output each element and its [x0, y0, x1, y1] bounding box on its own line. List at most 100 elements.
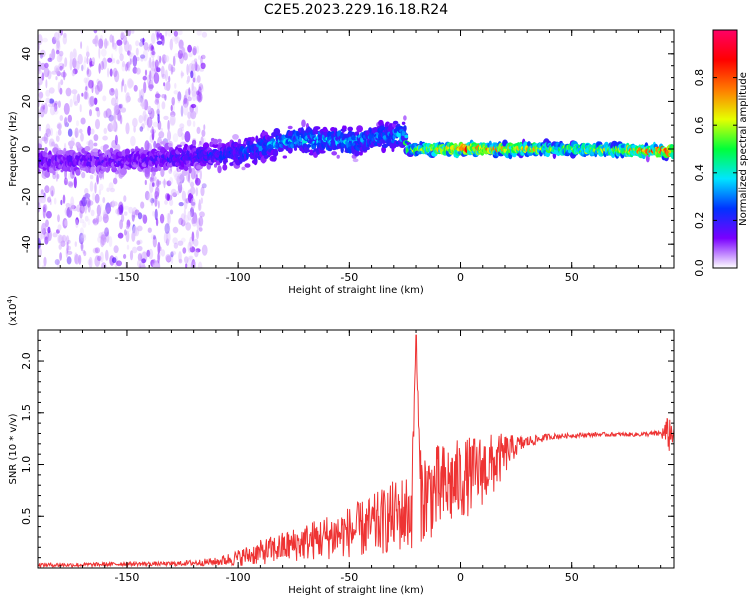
- spectrogram-noise-cell: [180, 213, 186, 225]
- spectrogram-noise-cell: [49, 198, 52, 206]
- spectrogram-noise-cell: [107, 57, 113, 63]
- spectrogram-noise-cell: [64, 57, 68, 68]
- spectrogram-noise-cell: [103, 237, 107, 243]
- spectrogram-ridge-cell: [277, 147, 284, 152]
- spectrogram-noise-cell: [59, 252, 62, 261]
- spectrogram-noise-cell: [170, 250, 177, 256]
- spectrogram-noise-cell: [113, 245, 119, 254]
- spectrogram-noise-cell: [86, 51, 90, 58]
- spectrogram-noise-cell: [187, 96, 192, 102]
- spectrogram-noise-cell: [142, 110, 147, 122]
- spectrogram-noise-cell: [194, 170, 198, 180]
- spectrogram-noise-cell: [116, 260, 122, 267]
- spectrogram-noise-cell: [127, 60, 131, 72]
- spectrogram-noise-cell: [54, 259, 60, 265]
- spectrogram-noise-cell: [123, 83, 127, 93]
- spectrogram-noise-cell: [47, 196, 52, 203]
- spectrogram-noise-cell: [157, 120, 162, 131]
- spectrogram-noise-cell: [150, 67, 156, 79]
- spectrogram-noise-cell: [169, 114, 176, 126]
- spectrogram-noise-cell: [51, 141, 56, 147]
- spectrogram-noise-cell: [93, 30, 98, 34]
- spectrogram-noise-cell: [137, 253, 142, 262]
- spectrogram-noise-cell: [81, 171, 86, 179]
- spectrogram-noise-cell: [121, 79, 125, 87]
- snr-y-multiplier: (x104): [6, 295, 19, 326]
- spectrogram-noise-cell: [63, 177, 68, 186]
- spectrogram-noise-cell: [178, 39, 184, 49]
- spectrogram-ridge-cell: [84, 145, 91, 152]
- spectrogram-noise-cell: [138, 41, 144, 47]
- spectrogram-noise-cell: [144, 190, 150, 201]
- spectrogram-ridge-cell: [77, 143, 81, 148]
- spectrogram-ridge-cell: [91, 148, 99, 153]
- spectrogram-noise-cell: [200, 197, 203, 204]
- spectrogram-noise-cell: [124, 229, 127, 236]
- spectrogram-ridge-cell: [670, 146, 674, 154]
- spectrogram-ridge-cell: [356, 125, 363, 133]
- spectrogram-noise-cell: [57, 214, 60, 223]
- spectrogram-noise-cell: [73, 176, 77, 189]
- spectrogram-noise-cell: [192, 77, 196, 83]
- spectrogram-noise-cell: [190, 186, 196, 195]
- spectrogram-noise-cell: [169, 177, 174, 185]
- spectrogram-noise-cell: [185, 263, 188, 268]
- spectrogram-ridge-cell: [322, 126, 328, 133]
- spectrogram-noise-cell: [157, 55, 160, 61]
- spectrogram-noise-cell: [180, 70, 183, 79]
- spectrogram-noise-cell: [38, 76, 43, 86]
- spectrogram-noise-cell: [196, 94, 199, 101]
- spectrogram-noise-cell: [199, 169, 202, 180]
- spectrogram-noise-cell: [60, 30, 63, 36]
- spectrogram-noise-cell: [157, 200, 160, 209]
- spectrogram-noise-cell: [173, 242, 179, 249]
- spectrogram-noise-cell: [166, 180, 172, 187]
- spectrogram-noise-cell: [127, 50, 131, 56]
- spectrogram-noise-cell: [128, 51, 133, 58]
- spectrogram-ridge-cell: [392, 120, 399, 125]
- spectrogram-noise-cell: [148, 248, 154, 260]
- spectrogram-noise-cell: [110, 88, 114, 93]
- spectrogram-noise-cell: [86, 69, 92, 78]
- spectrogram-noise-cell: [156, 31, 160, 41]
- spectrogram-noise-cell: [175, 36, 181, 43]
- spectrogram-noise-cell: [57, 123, 62, 131]
- spectrogram-noise-cell: [125, 225, 130, 230]
- spectrogram-noise-cell: [100, 251, 104, 263]
- page-title: C2E5.2023.229.16.18.R24: [263, 2, 449, 18]
- spectrogram-noise-cell: [154, 208, 158, 221]
- spectrogram-ridge-cell: [527, 141, 531, 147]
- spectrogram-ridge-cell: [183, 166, 189, 172]
- spectrogram-noise-cell: [155, 109, 161, 115]
- spectrogram-noise-cell: [151, 51, 156, 56]
- spectrogram-noise-cell: [65, 235, 70, 246]
- spectrogram-noise-cell: [120, 203, 124, 214]
- spectrogram-noise-cell: [51, 48, 56, 60]
- spectrogram-noise-cell: [86, 141, 91, 146]
- spectrogram-noise-cell: [156, 179, 160, 188]
- spectrogram-noise-cell: [59, 50, 64, 57]
- spectrogram-noise-cell: [146, 123, 150, 131]
- spectrogram-ridge-cell: [232, 134, 239, 140]
- spectrogram-noise-cell: [58, 234, 64, 244]
- spectrogram-noise-cell: [38, 259, 41, 268]
- spectrogram-noise-cell: [117, 232, 124, 239]
- spectrogram-noise-cell: [154, 191, 160, 199]
- spectrogram-ridge-cell: [343, 125, 347, 131]
- spectrogram-noise-cell: [167, 120, 170, 132]
- spectrogram-noise-cell: [100, 48, 107, 57]
- spectrogram-noise-cell: [198, 55, 201, 60]
- spectrogram-noise-cell: [197, 261, 203, 268]
- x-tick-label: 50: [565, 271, 579, 284]
- spectrogram-noise-cell: [80, 234, 87, 242]
- x-tick-label: 0: [457, 271, 464, 284]
- spectrogram-noise-cell: [59, 115, 64, 121]
- spectrogram-noise-cell: [123, 195, 127, 203]
- spectrogram-noise-cell: [75, 217, 79, 226]
- spectrogram-noise-cell: [198, 227, 203, 232]
- spectrogram-noise-cell: [56, 259, 60, 268]
- spectrogram-noise-cell: [45, 219, 49, 228]
- spectrogram-noise-cell: [90, 128, 95, 135]
- spectrogram-noise-cell: [158, 60, 161, 65]
- spectrogram-noise-cell: [172, 226, 179, 234]
